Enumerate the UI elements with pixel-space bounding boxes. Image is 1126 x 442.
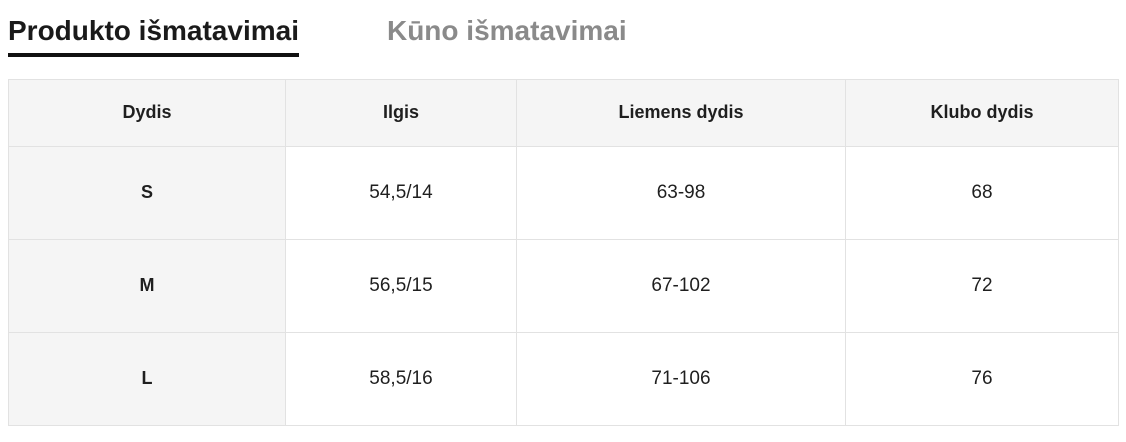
size-guide-tabs: Produkto išmatavimai Kūno išmatavimai: [8, 14, 1118, 57]
size-label-cell: S: [8, 145, 286, 240]
length-value-cell: 54,5/14: [285, 145, 517, 240]
size-label-cell: L: [8, 331, 286, 426]
length-value-cell: 58,5/16: [285, 331, 517, 426]
hip-value-cell: 68: [845, 145, 1119, 240]
size-guide-panel: Produkto išmatavimai Kūno išmatavimai Dy…: [8, 14, 1119, 426]
length-value-cell: 56,5/15: [285, 238, 517, 333]
waist-value-cell: 67-102: [516, 238, 846, 333]
header-cell-hip: Klubo dydis: [845, 78, 1119, 147]
size-label-cell: M: [8, 238, 286, 333]
table-row-l: L 58,5/16 71-106 76: [8, 331, 1119, 426]
table-row-s: S 54,5/14 63-98 68: [8, 145, 1119, 240]
header-cell-length: Ilgis: [285, 78, 517, 147]
waist-value-cell: 63-98: [516, 145, 846, 240]
hip-value-cell: 72: [845, 238, 1119, 333]
header-cell-waist: Liemens dydis: [516, 78, 846, 147]
table-header-row: Dydis Ilgis Liemens dydis Klubo dydis: [8, 78, 1119, 147]
waist-value-cell: 71-106: [516, 331, 846, 426]
size-table: Dydis Ilgis Liemens dydis Klubo dydis S …: [8, 78, 1119, 426]
hip-value-cell: 76: [845, 331, 1119, 426]
table-row-m: M 56,5/15 67-102 72: [8, 238, 1119, 333]
header-cell-size: Dydis: [8, 78, 286, 147]
tab-product-measurements[interactable]: Produkto išmatavimai: [8, 14, 299, 57]
tab-body-measurements[interactable]: Kūno išmatavimai: [386, 15, 627, 46]
